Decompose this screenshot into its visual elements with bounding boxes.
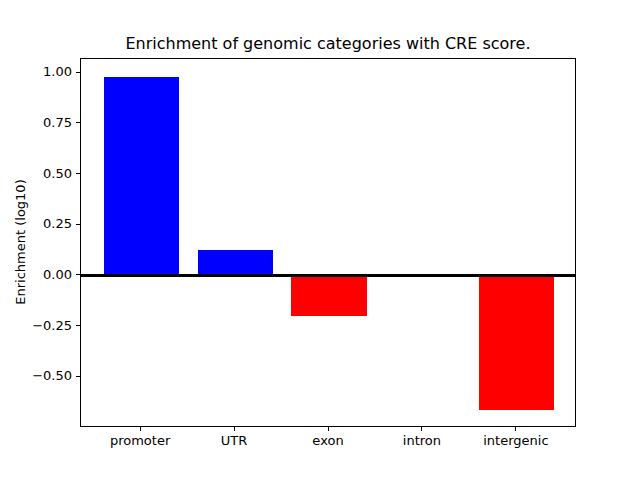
y-tick-label: 0.25 [0, 216, 72, 232]
y-tick-mark [76, 325, 80, 326]
y-tick-mark [76, 122, 80, 123]
plot-area [80, 58, 576, 427]
y-tick-mark [76, 274, 80, 275]
bar-promoter [104, 77, 179, 276]
y-tick-label: −0.25 [0, 318, 72, 334]
y-tick-label: −0.50 [0, 368, 72, 384]
figure: Enrichment of genomic categories with CR… [0, 0, 640, 480]
x-tick-label-intergenic: intergenic [456, 433, 576, 449]
x-tick-mark [421, 427, 422, 431]
y-tick-mark [76, 72, 80, 73]
bar-UTR [198, 250, 273, 276]
y-tick-mark [76, 224, 80, 225]
y-tick-mark [76, 376, 80, 377]
chart-title: Enrichment of genomic categories with CR… [80, 34, 576, 53]
y-tick-label: 0.00 [0, 267, 72, 283]
x-tick-mark [515, 427, 516, 431]
zero-line [81, 274, 575, 277]
y-tick-label: 1.00 [0, 64, 72, 80]
x-tick-mark [140, 427, 141, 431]
y-axis-label: Enrichment (log10) [13, 179, 28, 304]
y-tick-mark [76, 173, 80, 174]
x-tick-mark [328, 427, 329, 431]
y-tick-label: 0.50 [0, 166, 72, 182]
bar-intergenic [479, 276, 554, 410]
x-tick-mark [234, 427, 235, 431]
bar-exon [291, 276, 366, 317]
y-tick-label: 0.75 [0, 115, 72, 131]
